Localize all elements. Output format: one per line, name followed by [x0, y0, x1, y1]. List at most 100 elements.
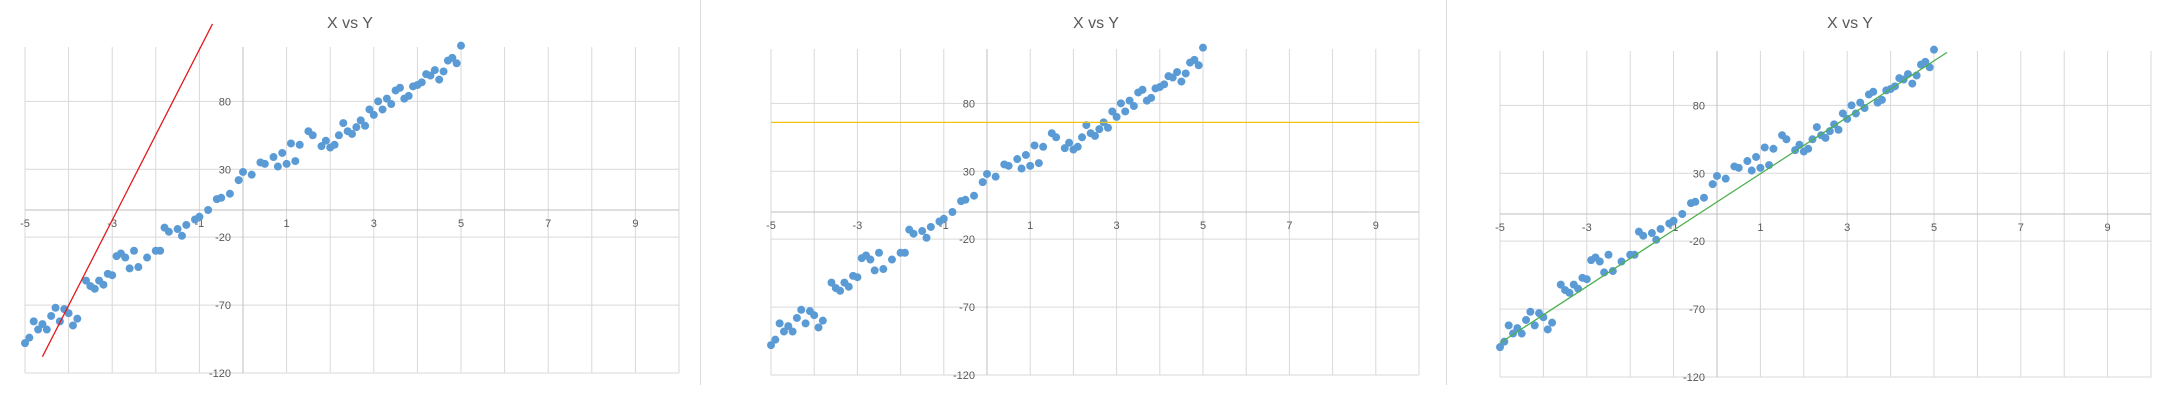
- chart-1-data-point: [317, 142, 326, 151]
- chart-2-data-point: [1060, 144, 1069, 153]
- chart-2-data-point: [978, 178, 987, 187]
- chart-1-data-point: [204, 206, 213, 214]
- scatter-chart-2: X vs Y -5 -3 -1 1 3 5 7 9 80 30 -20 -70 -120: [766, 15, 1420, 382]
- chart-1-data-point: [29, 317, 38, 326]
- chart-1-x-tick-label: -3: [107, 218, 117, 230]
- chart-2-x-tick-label: -5: [766, 220, 776, 232]
- chart-2-data-point: [1103, 123, 1112, 132]
- chart-1-data-point: [130, 246, 138, 255]
- chart-1-data-point: [177, 231, 186, 240]
- chart-1-data-point: [352, 123, 361, 132]
- chart-2-data-point: [836, 286, 845, 295]
- chart-3-data-point: [1743, 157, 1752, 166]
- chart-3-y-tick-label: -120: [1683, 372, 1705, 384]
- chart-1-data-point: [282, 159, 291, 168]
- chart-3-data-point: [1656, 224, 1665, 233]
- chart-3-data-point: [1782, 135, 1791, 144]
- chart-1-data-point: [369, 110, 378, 119]
- chart-1-data-point: [365, 105, 374, 114]
- chart-1-data-point: [426, 71, 435, 80]
- chart-3-data-point: [1856, 98, 1865, 107]
- chart-3-data-point: [1522, 315, 1531, 324]
- chart-2-data-point: [1095, 125, 1104, 134]
- chart-1-data-point: [68, 321, 77, 330]
- chart-3-data-point: [1496, 343, 1504, 352]
- chart-3-y-tick-label: -70: [1689, 304, 1705, 316]
- chart-2-data-point: [970, 191, 979, 200]
- chart-2-data-point: [1160, 80, 1169, 89]
- chart-1-data-point: [387, 100, 396, 109]
- chart-1-data-point: [378, 105, 387, 114]
- chart-1-data-point: [38, 320, 47, 329]
- chart-1-data-point: [21, 339, 29, 348]
- chart-3-data-point: [1795, 140, 1804, 149]
- panel-divider: [1446, 0, 1447, 385]
- chart-2-data-point: [1073, 142, 1082, 151]
- chart-1-data-point: [64, 309, 73, 318]
- chart-1-data-point: [382, 94, 391, 103]
- chart-2-data-point: [939, 214, 948, 223]
- chart-3-data-point: [1834, 125, 1843, 134]
- chart-1-x-tick-label: 3: [371, 218, 377, 230]
- chart-3-data-point: [1869, 87, 1878, 96]
- chart-2-data-point: [1181, 69, 1190, 78]
- chart-3-data-point: [1769, 144, 1778, 153]
- chart-2-data-point: [991, 172, 1000, 181]
- chart-2-data-point: [1108, 107, 1117, 116]
- chart-2-data-point: [1030, 141, 1039, 150]
- chart-1-x-tick-label: -5: [20, 218, 30, 230]
- chart-2-y-tick-label: -70: [959, 302, 975, 314]
- chart-1-data-point: [374, 97, 383, 106]
- chart-1-data-point: [247, 170, 256, 179]
- chart-2-data-point: [767, 341, 775, 350]
- chart-1-data-point: [34, 325, 43, 334]
- chart-2-data-point: [1177, 77, 1186, 86]
- chart-3-x-tick-label: 9: [2105, 222, 2111, 234]
- chart-2-data-point: [1052, 133, 1061, 142]
- chart-2-data-point: [926, 222, 935, 231]
- chart-2-data-point: [1116, 99, 1125, 108]
- chart-3-data-point: [1812, 123, 1821, 132]
- chart-3-data-point: [1925, 63, 1934, 72]
- chart-1-y-tick-label: 30: [219, 164, 231, 176]
- chart-3-x-tick-label: 7: [2018, 222, 2024, 234]
- chart-1-x-tick-label: 9: [632, 218, 638, 230]
- chart-2-data-point: [1173, 68, 1182, 77]
- chart-3-data-point: [1548, 318, 1557, 327]
- chart-1-data-point: [452, 59, 461, 68]
- chart-1-data-point: [286, 139, 295, 148]
- chart-1-data-point: [47, 311, 56, 320]
- chart-1-data-point: [164, 227, 173, 236]
- chart-1-y-tick-label: -20: [215, 232, 231, 244]
- chart-1-x-tick-label: 1: [284, 218, 290, 230]
- chart-3-y-tick-label: 80: [1693, 100, 1705, 112]
- chart-3-data-point: [1721, 174, 1730, 183]
- chart-3-data-point: [1556, 280, 1565, 289]
- chart-3-data-point: [1843, 114, 1852, 123]
- chart-2-data-point: [909, 229, 918, 238]
- chart-2-data-point: [1199, 43, 1207, 52]
- chart-2-data-point: [771, 335, 780, 344]
- chart-2-data-point: [788, 327, 797, 336]
- chart-2-x-tick-label: -1: [939, 220, 949, 232]
- chart-1-data-point: [182, 220, 191, 229]
- chart-1-data-point: [99, 280, 108, 289]
- chart-2-data-point: [801, 319, 810, 328]
- chart-3-data-point: [1921, 57, 1930, 66]
- chart-3-data-point: [1526, 307, 1535, 316]
- chart-1-data-point: [108, 271, 117, 280]
- chart-2-data-point: [875, 248, 883, 257]
- chart-1-data-point: [225, 189, 234, 198]
- chart-3-x-tick-label: 3: [1844, 222, 1850, 234]
- chart-2-data-point: [961, 195, 970, 204]
- chart-1-data-point: [356, 116, 365, 125]
- chart-1-data-point: [125, 264, 134, 273]
- chart-2-data-point: [879, 265, 888, 274]
- chart-1-data-point: [239, 167, 247, 176]
- chart-1-data-point: [173, 225, 182, 234]
- chart-3-data-point: [1860, 104, 1869, 113]
- chart-3-x-tick-label: -3: [1582, 222, 1592, 234]
- chart-1-data-point: [439, 67, 448, 76]
- chart-3-x-tick-label: 1: [1757, 222, 1763, 234]
- chart-3-data-point: [1647, 229, 1656, 238]
